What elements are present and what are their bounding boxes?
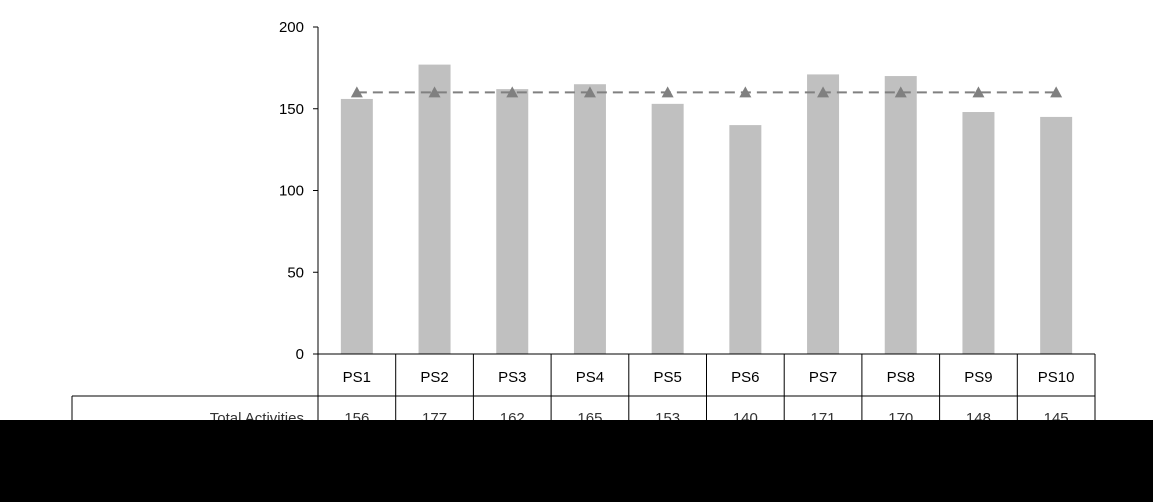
category-label: PS5 [653,369,681,386]
bar [651,103,684,354]
bar [496,89,529,354]
category-label: PS9 [964,369,992,386]
bar [807,74,840,354]
y-tick-label: 200 [279,19,304,36]
target-marker [894,86,907,98]
bar [1040,116,1073,354]
bar [418,64,451,354]
category-label: PS2 [420,369,448,386]
bar [340,98,373,354]
bar [573,84,606,354]
category-label: PS10 [1038,369,1075,386]
y-tick-label: 100 [279,183,304,200]
bar [729,125,762,354]
target-marker [972,86,985,98]
category-label: PS4 [576,369,604,386]
y-tick-label: 150 [279,101,304,118]
category-label: PS6 [731,369,759,386]
target-marker [661,86,674,98]
y-tick-label: 50 [287,264,304,281]
target-marker [506,86,519,98]
redaction-band [0,420,1153,502]
category-label: PS1 [343,369,371,386]
bar [884,76,917,355]
target-marker [428,86,441,98]
category-label: PS7 [809,369,837,386]
plot-area: 0 50 100 150 200 PS1 PS2 PS3 PS4 PS5 PS6 PS7 PS8 PS9 P… [71,19,1096,430]
category-label: PS8 [887,369,915,386]
target-marker [583,86,596,98]
target-marker [350,86,363,98]
target-marker [1050,86,1063,98]
y-tick-label: 0 [296,346,304,363]
category-label: PS3 [498,369,526,386]
target-marker [817,86,830,98]
target-marker [739,86,752,98]
bar [962,112,995,355]
